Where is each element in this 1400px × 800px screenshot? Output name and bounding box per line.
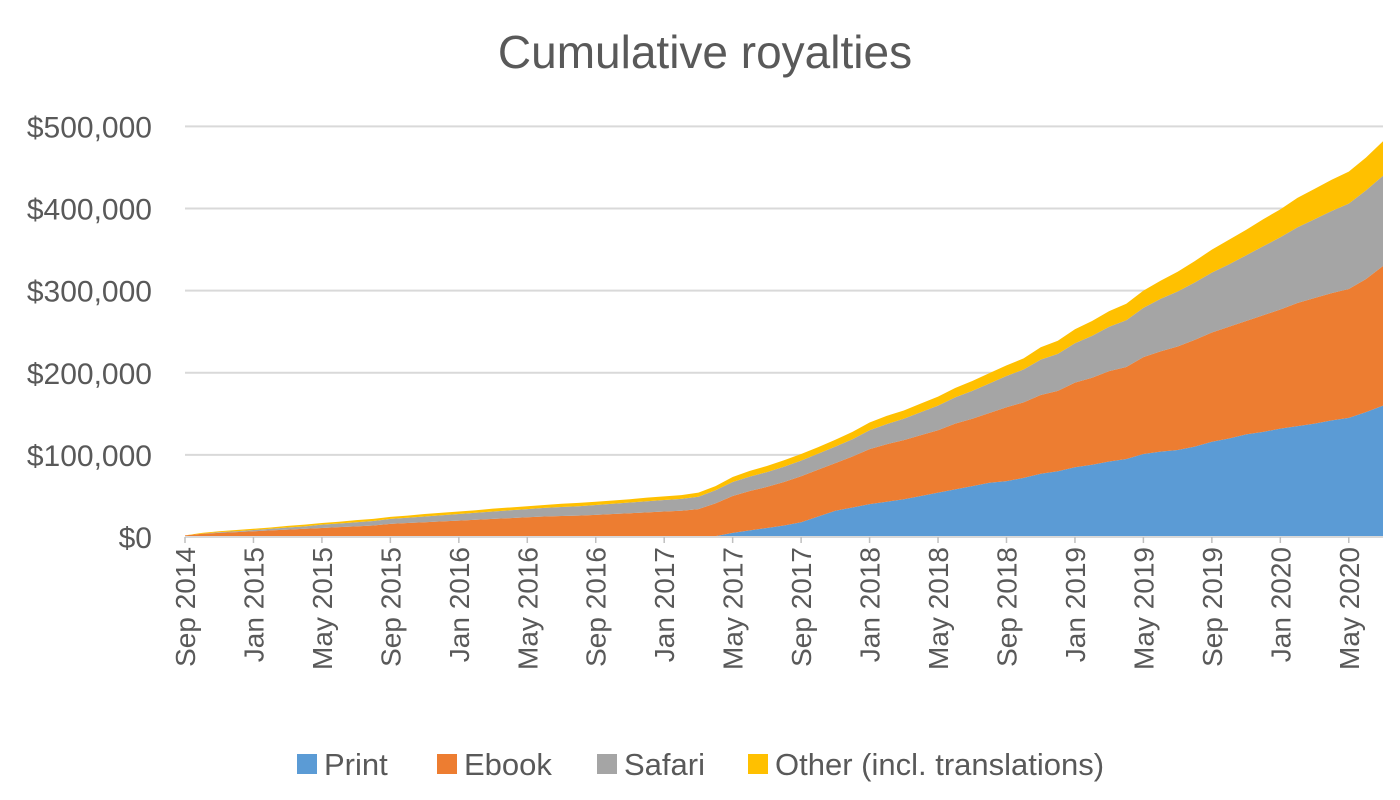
x-tick-label-17: May 2020: [1334, 547, 1365, 670]
legend-swatch-safari: [597, 754, 617, 774]
x-tick-label-15: Sep 2019: [1197, 547, 1228, 667]
x-tick-label-11: May 2018: [923, 547, 954, 670]
y-tick-label-4: $400,000: [27, 194, 152, 227]
x-tick-label-1: Jan 2015: [238, 547, 269, 662]
y-tick-label-2: $200,000: [27, 358, 152, 391]
chart-title: Cumulative royalties: [498, 26, 912, 78]
x-tick-label-13: Jan 2019: [1060, 547, 1091, 662]
area-series-ebook: [185, 266, 1383, 537]
x-tick-label-7: Jan 2017: [649, 547, 680, 662]
legend-label-print: Print: [324, 747, 388, 782]
y-tick-label-5: $500,000: [27, 111, 152, 144]
y-tick-label-0: $0: [119, 522, 152, 555]
legend-label-other-incl-translations: Other (incl. translations): [775, 747, 1104, 782]
x-tick-label-0: Sep 2014: [170, 547, 201, 667]
area-series-safari: [185, 175, 1383, 536]
y-axis-ticks: $0 $100,000 $200,000 $300,000 $400,000 $500,0…: [27, 111, 152, 555]
x-tick-label-8: May 2017: [718, 547, 749, 670]
x-tick-label-6: Sep 2016: [581, 547, 612, 667]
x-tick-label-9: Sep 2017: [786, 547, 817, 667]
x-tick-label-2: May 2015: [307, 547, 338, 670]
x-tick-label-10: Jan 2018: [855, 547, 886, 662]
legend-swatch-other-incl-translations: [748, 754, 768, 774]
x-tick-label-5: May 2016: [512, 547, 543, 670]
x-tick-label-12: Sep 2018: [991, 547, 1022, 667]
x-tick-label-14: May 2019: [1128, 547, 1159, 670]
plot-areas: [185, 141, 1383, 537]
legend-swatch-print: [297, 754, 317, 774]
x-tick-label-16: Jan 2020: [1265, 547, 1296, 662]
area-series-print: [185, 405, 1383, 537]
y-tick-label-3: $300,000: [27, 276, 152, 309]
x-tick-label-4: Jan 2016: [444, 547, 475, 662]
x-axis-ticks: Sep 2014 Jan 2015 May 2015 Sep 2015 Jan 2016…: [170, 537, 1365, 670]
x-tick-label-3: Sep 2015: [375, 547, 406, 667]
legend-label-ebook: Ebook: [464, 747, 552, 782]
legend: Print Ebook Safari Other (incl. translation…: [297, 747, 1104, 782]
legend-label-safari: Safari: [624, 747, 705, 782]
y-tick-label-1: $100,000: [27, 440, 152, 473]
legend-swatch-ebook: [437, 754, 457, 774]
